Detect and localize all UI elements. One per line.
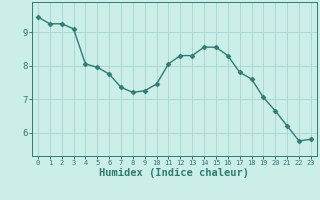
X-axis label: Humidex (Indice chaleur): Humidex (Indice chaleur) <box>100 168 249 178</box>
